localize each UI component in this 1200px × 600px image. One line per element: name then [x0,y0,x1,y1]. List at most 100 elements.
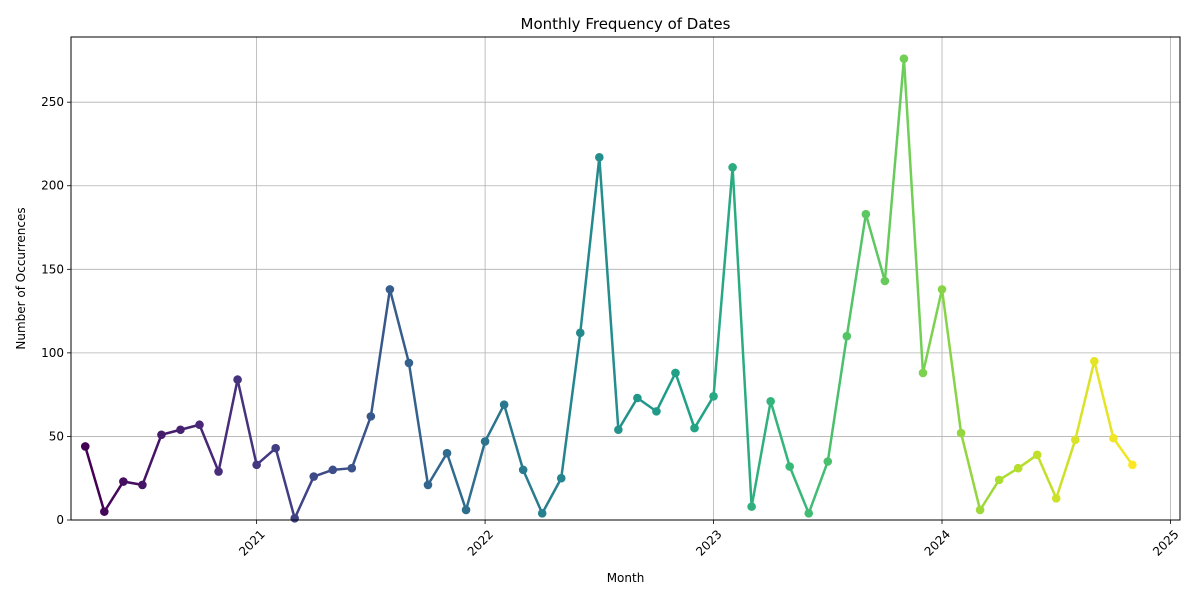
line-segment [1074,359,1096,442]
y-axis-label: Number of Occurrences [14,207,28,349]
data-point [347,463,357,473]
x-tick-label: 2022 [465,527,496,558]
data-point [461,505,471,515]
line-segment [693,395,715,430]
data-point [633,393,642,403]
line-segment [978,478,1001,512]
data-point [366,412,376,421]
line-segment [369,288,392,418]
data-point [480,437,490,446]
data-point [766,397,775,406]
data-point [518,465,528,475]
series-points [80,54,1137,523]
line-segment [103,480,125,513]
data-point [785,462,795,471]
line-segment [731,166,753,508]
data-point [842,331,852,341]
data-point [614,425,623,435]
y-tick-label: 0 [56,513,64,527]
plot-background [71,37,1180,520]
y-tick-label: 150 [41,262,64,276]
data-point [385,285,395,294]
line-segment [84,445,106,513]
data-point [1051,493,1061,503]
data-point [690,423,699,433]
line-segment [902,57,925,375]
line-segment [959,431,982,512]
data-point [442,448,452,458]
data-point [1070,435,1080,445]
line-segment [502,403,525,472]
data-point [404,358,414,368]
data-point [100,507,109,516]
line-segment [807,460,830,515]
line-segment [1112,436,1134,467]
data-point [747,502,756,511]
line-segment [769,400,791,468]
data-point [328,465,338,475]
x-axis-ticks: 2021 2022 2023 2024 2025 [236,520,1182,559]
data-point [595,153,604,162]
line-segment [579,156,601,335]
data-point [271,443,280,453]
line-segment [407,361,430,487]
x-tick-label: 2021 [236,527,267,558]
data-point [499,400,509,409]
data-point [975,505,985,515]
line-segment [521,468,544,515]
line-segment [1054,438,1077,500]
line-segment [559,331,582,480]
line-segment [883,57,906,283]
y-tick-label: 100 [41,346,64,360]
plot-frame [70,36,1181,521]
data-point [80,442,90,451]
line-segment [274,446,296,520]
chart-title: Monthly Frequency of Dates [521,15,731,33]
y-axis-ticks: 0 50 100 150 200 250 [41,95,71,527]
series-line [84,57,1134,520]
line-segment [788,465,810,515]
data-point [214,467,223,476]
data-point [157,430,166,440]
data-point [1032,450,1042,460]
line-segment [141,433,163,487]
data-point [537,509,547,518]
line-segment [1035,453,1058,500]
data-point [918,368,928,378]
x-tick-label: 2025 [1150,527,1181,558]
line-segment [712,166,734,398]
data-point [195,420,204,430]
data-point [671,368,680,378]
line-segment [464,440,487,512]
line-segment [445,451,468,512]
data-point [652,407,661,416]
data-point [233,375,242,384]
line-segment [826,334,849,463]
data-point [290,514,300,523]
line-segment [617,396,639,432]
data-point [138,480,147,490]
line-segment [388,288,411,365]
line-segment [921,288,944,375]
data-point [252,460,261,470]
data-point [880,276,890,286]
data-point [575,328,585,338]
x-axis-label: Month [607,571,645,585]
line-segment [845,212,868,338]
line-segment [864,212,887,283]
data-point [861,209,871,219]
grid-lines [71,37,1180,521]
data-point [556,473,566,483]
data-point [423,480,433,490]
data-point [176,425,185,435]
line-segment [236,378,258,467]
x-tick-label: 2023 [693,527,724,558]
data-point [1013,463,1023,473]
data-point [899,54,909,64]
line-segment [293,475,315,520]
line-segment [540,476,563,515]
line-segment [940,288,963,435]
data-point [1128,460,1137,470]
line-segment [674,371,696,430]
